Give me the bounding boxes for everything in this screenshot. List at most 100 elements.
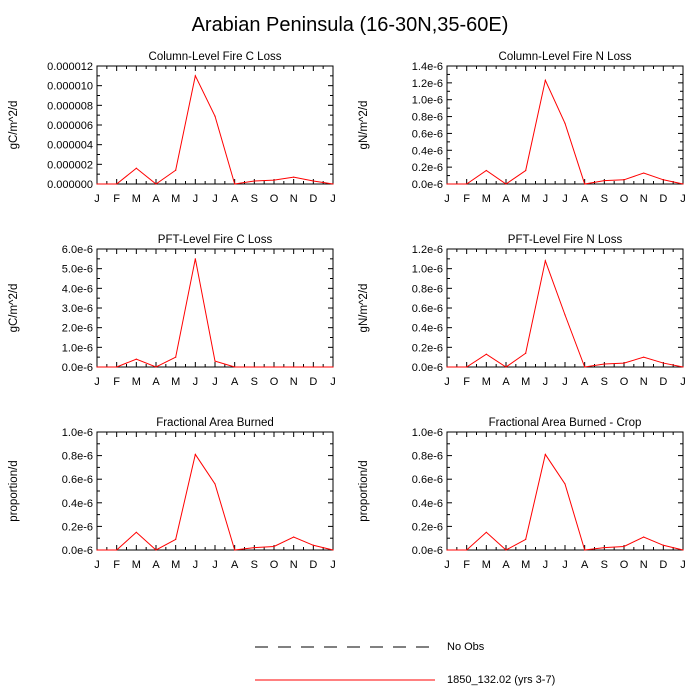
plot-frame — [446, 248, 684, 368]
data-point — [623, 545, 625, 548]
plot-frame — [96, 65, 334, 185]
data-point — [155, 366, 157, 368]
x-tick-label: F — [113, 193, 120, 205]
series-line — [447, 453, 684, 551]
y-tick-label: 0.4e-6 — [412, 145, 443, 157]
x-tick-label: D — [309, 376, 317, 388]
data-point — [175, 538, 177, 540]
legend-item-model: 1850_132.02 (yrs 3-7) — [255, 674, 555, 686]
x-tick-label: D — [309, 559, 317, 571]
x-tick-label: O — [620, 376, 629, 388]
data-point — [175, 169, 177, 171]
x-tick-label: A — [231, 559, 239, 571]
y-tick-label: 1.0e-6 — [412, 427, 443, 439]
x-tick-label: S — [601, 559, 608, 571]
data-point — [584, 366, 586, 368]
data-point — [293, 536, 295, 538]
y-tick-label: 6.0e-6 — [62, 244, 93, 256]
x-tick-label: D — [309, 193, 317, 205]
x-tick-label: M — [482, 193, 491, 205]
data-point — [682, 549, 684, 551]
data-point — [116, 366, 118, 368]
x-tick-label: J — [212, 376, 218, 388]
series-line — [97, 258, 333, 368]
data-point — [525, 352, 527, 354]
y-tick-label: 4.0e-6 — [62, 283, 93, 295]
x-tick-label: O — [620, 193, 629, 205]
x-tick-label: A — [581, 193, 589, 205]
x-tick-label: D — [659, 559, 667, 571]
plot-frame — [446, 65, 684, 185]
x-tick-label: F — [113, 376, 120, 388]
x-tick-label: M — [521, 193, 530, 205]
data-point — [544, 453, 546, 456]
y-tick-label: 0.0e-6 — [62, 362, 93, 374]
y-tick-label: 0.8e-6 — [62, 451, 93, 463]
x-tick-label: F — [113, 559, 120, 571]
data-point — [253, 366, 255, 368]
x-tick-label: J — [330, 376, 336, 388]
chart-title: Fractional Area Burned — [156, 417, 274, 429]
y-tick-label: 0.000006 — [47, 120, 93, 132]
x-tick-label: J — [680, 559, 686, 571]
x-tick-label: J — [562, 376, 568, 388]
data-point — [623, 179, 625, 181]
data-point — [312, 366, 314, 368]
x-tick-label: J — [193, 193, 199, 205]
data-point — [332, 366, 334, 368]
x-tick-label: J — [543, 376, 549, 388]
y-tick-label: 0.000004 — [47, 140, 93, 152]
x-tick-label: M — [521, 559, 530, 571]
y-axis-label: gN/m^2/d — [358, 284, 370, 333]
y-tick-label: 1.2e-6 — [412, 244, 443, 256]
x-tick-label: M — [171, 193, 180, 205]
x-tick-label: A — [581, 559, 589, 571]
data-point — [273, 366, 275, 368]
x-tick-label: N — [640, 193, 648, 205]
data-point — [234, 366, 236, 368]
chart-title: Fractional Area Burned - Crop — [489, 417, 642, 429]
data-point — [544, 79, 546, 81]
x-tick-label: J — [444, 559, 450, 571]
data-point — [214, 483, 216, 485]
data-point — [116, 183, 118, 185]
data-point — [682, 366, 684, 368]
data-point — [234, 549, 236, 551]
data-point — [446, 183, 448, 185]
y-tick-label: 0.8e-6 — [412, 451, 443, 463]
data-point — [505, 183, 507, 185]
x-tick-label: J — [212, 193, 218, 205]
data-point — [175, 356, 177, 358]
series-line — [97, 453, 334, 551]
x-tick-label: F — [463, 376, 470, 388]
data-point — [564, 483, 566, 485]
data-point — [214, 115, 216, 117]
y-tick-label: 1.0e-6 — [412, 264, 443, 276]
data-point — [446, 366, 448, 368]
chart-title: PFT-Level Fire C Loss — [158, 234, 273, 246]
chart-title: PFT-Level Fire N Loss — [508, 234, 623, 246]
x-tick-label: S — [251, 193, 258, 205]
x-tick-label: J — [543, 559, 549, 571]
data-point — [194, 75, 196, 77]
y-tick-label: 0.0e-6 — [412, 362, 443, 374]
x-tick-label: J — [562, 559, 568, 571]
y-tick-label: 3.0e-6 — [62, 303, 93, 315]
y-tick-label: 0.0e-6 — [412, 179, 443, 191]
y-tick-label: 0.4e-6 — [412, 323, 443, 335]
data-point — [194, 453, 196, 456]
data-point — [485, 531, 487, 533]
data-point — [662, 179, 664, 181]
y-tick-label: 0.6e-6 — [412, 303, 443, 315]
data-point — [564, 314, 566, 316]
data-point — [603, 363, 605, 365]
series-line — [447, 258, 684, 368]
x-tick-label: M — [482, 376, 491, 388]
legend-label-obs: No Obs — [447, 641, 485, 653]
data-point — [682, 183, 684, 185]
data-point — [485, 169, 487, 172]
